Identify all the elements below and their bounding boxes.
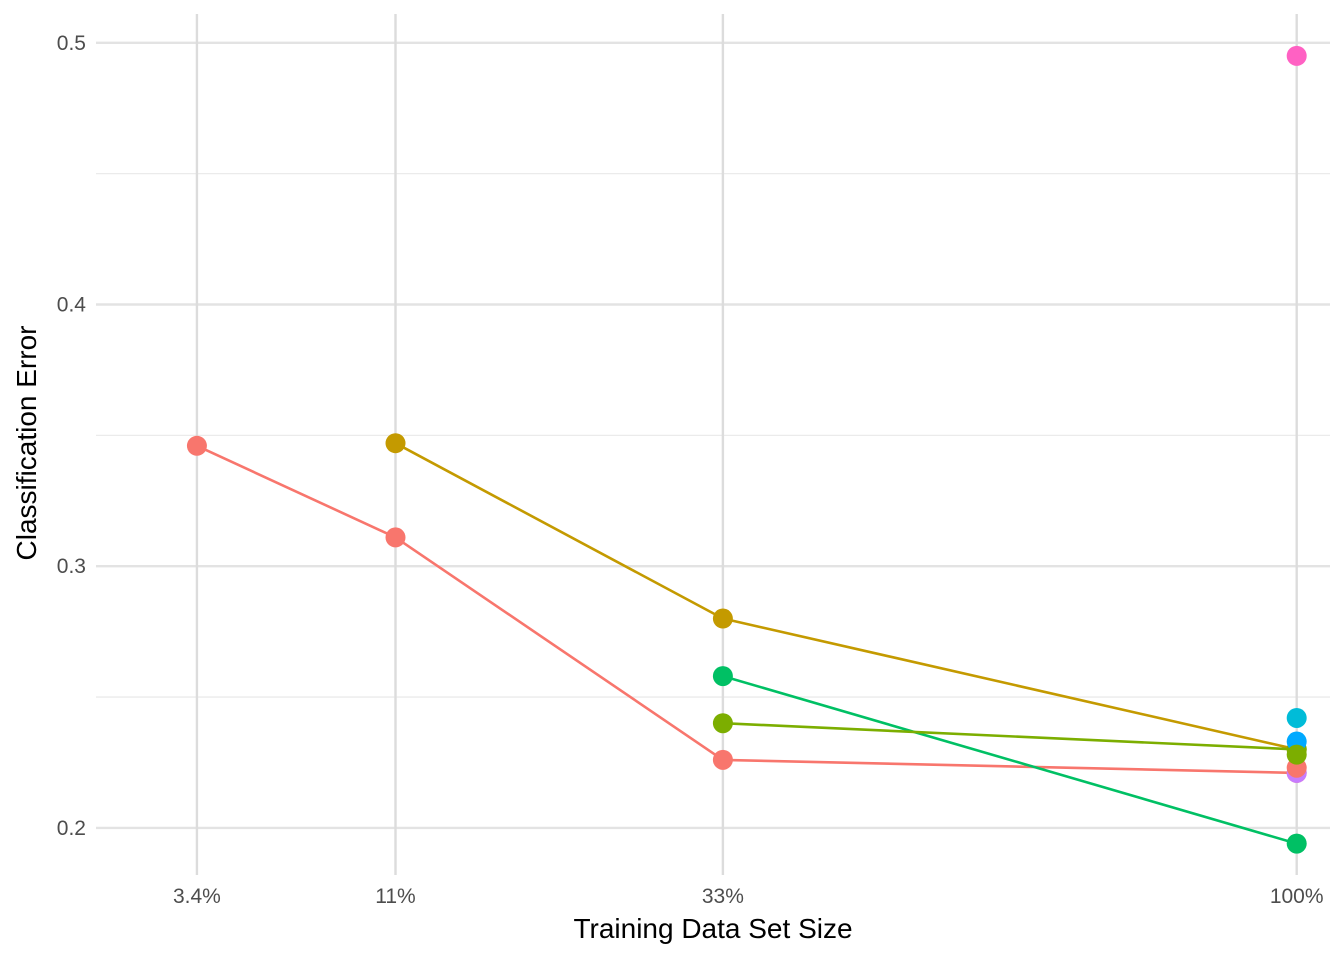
data-point bbox=[1286, 45, 1307, 66]
series-line bbox=[722, 674, 1298, 845]
series-line bbox=[394, 442, 1297, 751]
series-points bbox=[186, 45, 1307, 854]
y-tick-label: 0.5 bbox=[57, 32, 86, 55]
data-point bbox=[712, 666, 733, 687]
data-point bbox=[1286, 707, 1307, 728]
y-tick-label: 0.2 bbox=[57, 817, 86, 840]
x-tick-label: 33% bbox=[702, 885, 744, 908]
y-tick-label: 0.3 bbox=[57, 555, 86, 578]
data-point bbox=[385, 527, 406, 548]
data-point bbox=[712, 608, 733, 629]
y-axis-title: Classification Error bbox=[11, 326, 42, 561]
y-tick-labels: 0.2 0.3 0.4 0.5 bbox=[57, 32, 87, 840]
x-tick-label: 11% bbox=[375, 885, 415, 908]
x-tick-label: 3.4% bbox=[173, 885, 221, 908]
data-point bbox=[1286, 744, 1307, 765]
x-tick-label: 100% bbox=[1270, 885, 1324, 908]
data-point bbox=[712, 713, 733, 734]
y-tick-label: 0.4 bbox=[57, 293, 87, 316]
data-point bbox=[385, 433, 406, 454]
x-tick-labels: 3.4% 11% 33% 100% bbox=[173, 885, 1324, 908]
x-axis-title: Training Data Set Size bbox=[573, 913, 852, 944]
series-lines bbox=[196, 442, 1298, 845]
series-line bbox=[722, 721, 1297, 751]
grid-major bbox=[96, 14, 1330, 875]
data-point bbox=[186, 435, 207, 456]
grid-minor bbox=[96, 172, 1330, 698]
series-line bbox=[196, 444, 1297, 775]
data-point bbox=[1286, 833, 1307, 854]
data-point bbox=[712, 749, 733, 770]
